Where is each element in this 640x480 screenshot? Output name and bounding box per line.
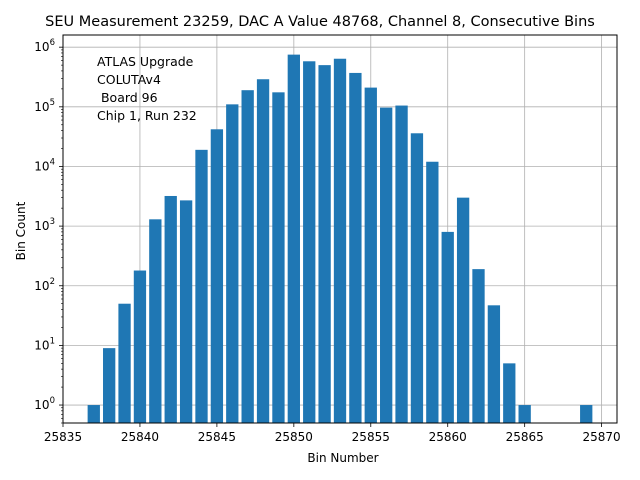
bars	[87, 54, 593, 424]
chart-title: SEU Measurement 23259, DAC A Value 48768…	[45, 14, 595, 30]
bar	[349, 72, 362, 423]
bar	[87, 405, 100, 423]
y-tick-label: 101	[34, 336, 55, 352]
plot-frame	[62, 34, 618, 424]
x-tick-label: 25835	[44, 430, 82, 444]
bar	[580, 405, 593, 423]
annotation-box: ATLAS Upgrade COLUTAv4 Board 96 Chip 1, Ru…	[97, 54, 197, 123]
annotation-line: Chip 1, Run 232	[97, 108, 197, 123]
bar	[164, 195, 177, 423]
y-tick-label: 104	[34, 157, 55, 173]
x-tick-label: 25865	[506, 430, 544, 444]
y-tick-label: 102	[34, 277, 55, 293]
bar	[272, 92, 285, 423]
annotation-line: ATLAS Upgrade	[97, 54, 194, 69]
bar	[456, 197, 470, 423]
bar	[287, 54, 300, 424]
bar	[179, 200, 193, 423]
bar	[503, 363, 516, 423]
x-tick-label: 25860	[429, 430, 467, 444]
bar	[118, 303, 131, 423]
bar	[441, 231, 454, 423]
bar	[410, 133, 424, 423]
y-tick-label: 105	[34, 98, 55, 114]
x-tick-label: 25850	[275, 430, 313, 444]
bar	[241, 90, 254, 423]
annotation-text: ATLAS Upgrade COLUTAv4 Board 96 Chip 1, Ru…	[97, 54, 197, 123]
bar	[395, 105, 408, 423]
bar	[210, 129, 224, 423]
x-tick-label: 25870	[583, 430, 621, 444]
bar	[487, 305, 501, 423]
annotation-line: COLUTAv4	[97, 72, 161, 87]
bar	[472, 269, 485, 423]
bar	[149, 219, 162, 423]
x-tick-label: 25845	[198, 430, 236, 444]
bar	[380, 107, 393, 423]
y-axis-label: Bin Count	[14, 201, 28, 260]
x-tick-label: 25855	[352, 430, 390, 444]
bar	[318, 65, 331, 423]
bar	[303, 61, 316, 423]
x-axis-ticks: 25835 25840 25845 25850 25855 25860 25865 25870	[44, 423, 621, 444]
bar	[103, 348, 116, 423]
y-tick-label: 106	[34, 38, 55, 54]
y-tick-label: 103	[34, 217, 55, 233]
bar	[133, 270, 147, 423]
bar	[226, 104, 239, 424]
bar	[426, 161, 439, 424]
y-axis-ticks: 100 101 102 103 104 105 106	[34, 38, 63, 424]
bar	[518, 405, 531, 423]
bar	[256, 79, 270, 423]
bar	[364, 87, 377, 423]
bar	[333, 58, 347, 423]
x-axis-label: Bin Number	[307, 451, 378, 465]
annotation-line: Board 96	[97, 90, 158, 105]
bar	[195, 149, 208, 424]
x-tick-label: 25840	[121, 430, 159, 444]
y-tick-label: 100	[34, 396, 55, 412]
